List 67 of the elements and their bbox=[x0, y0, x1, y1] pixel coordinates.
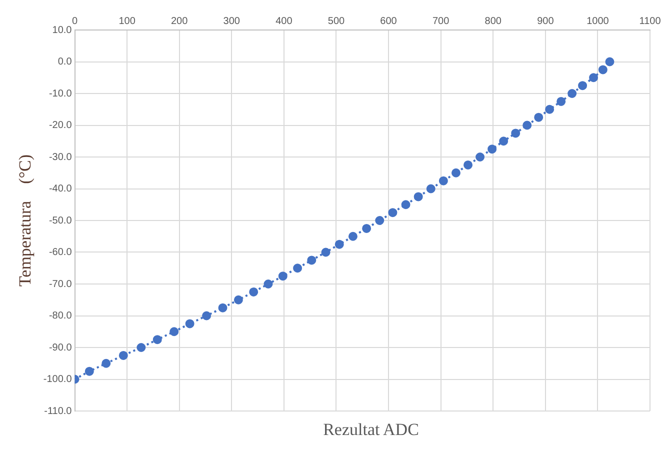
y-tick-label: -90.0 bbox=[48, 342, 72, 354]
point bbox=[578, 81, 588, 90]
point bbox=[185, 319, 194, 328]
point bbox=[499, 136, 508, 146]
point bbox=[249, 287, 258, 296]
y-tick-label: -40.0 bbox=[48, 184, 72, 194]
point bbox=[388, 208, 398, 218]
y-tick-label: -110.0 bbox=[44, 406, 72, 417]
x-tick-label: 200 bbox=[171, 16, 188, 27]
point bbox=[218, 303, 228, 312]
x-tick-label: 300 bbox=[223, 16, 240, 27]
point bbox=[362, 224, 372, 233]
point bbox=[426, 184, 436, 194]
x-tick-label: 500 bbox=[328, 16, 346, 27]
point bbox=[605, 57, 614, 66]
point bbox=[451, 168, 460, 178]
point bbox=[170, 327, 179, 336]
x-tick-label: 1100 bbox=[639, 16, 662, 27]
point bbox=[568, 89, 577, 98]
y-tick-label: -10.0 bbox=[48, 88, 72, 100]
y-tick-label: 10.0 bbox=[52, 24, 72, 36]
point bbox=[102, 358, 111, 368]
point bbox=[598, 65, 608, 74]
point bbox=[534, 112, 544, 122]
y-tick-label: -60.0 bbox=[48, 247, 72, 258]
point bbox=[264, 280, 273, 288]
x-tick-label: 600 bbox=[380, 16, 398, 27]
point bbox=[321, 248, 330, 257]
y-tick-label: -50.0 bbox=[48, 215, 72, 226]
x-tick-label: 1000 bbox=[586, 16, 610, 27]
point bbox=[488, 144, 497, 154]
point bbox=[401, 200, 410, 210]
point bbox=[511, 128, 520, 138]
y-tick-label: -30.0 bbox=[48, 152, 72, 163]
point bbox=[136, 343, 146, 352]
point bbox=[118, 350, 128, 360]
point bbox=[556, 96, 566, 106]
point bbox=[278, 272, 288, 281]
point bbox=[234, 295, 243, 304]
x-tick-label: 400 bbox=[276, 16, 293, 27]
y-tick-label: -100.0 bbox=[43, 374, 72, 385]
point bbox=[334, 240, 344, 249]
y-tick-label: -80.0 bbox=[48, 310, 72, 322]
x-tick-label: 800 bbox=[484, 16, 502, 27]
point bbox=[348, 232, 358, 241]
point bbox=[152, 335, 162, 344]
point bbox=[414, 192, 423, 202]
x-tick-label: 900 bbox=[537, 16, 554, 27]
point bbox=[375, 216, 384, 225]
y-tick-label: -70.0 bbox=[48, 278, 72, 290]
point bbox=[84, 366, 94, 376]
x-axis-title: Rezultat ADC bbox=[322, 420, 420, 440]
point bbox=[522, 120, 532, 130]
point bbox=[589, 73, 598, 82]
point bbox=[307, 256, 316, 265]
x-tick-label: 100 bbox=[118, 16, 136, 27]
point bbox=[476, 152, 485, 162]
y-axis-title: Temperatura (°C) bbox=[16, 154, 35, 287]
x-tick-label: 700 bbox=[432, 16, 450, 27]
point bbox=[464, 160, 473, 170]
y-tick-label: -20.0 bbox=[48, 120, 72, 131]
point bbox=[202, 311, 212, 320]
y-tick-label: 0.0 bbox=[58, 56, 72, 68]
point bbox=[293, 264, 302, 273]
point bbox=[438, 176, 448, 186]
point bbox=[545, 104, 554, 114]
x-tick-label: 0 bbox=[72, 16, 78, 27]
